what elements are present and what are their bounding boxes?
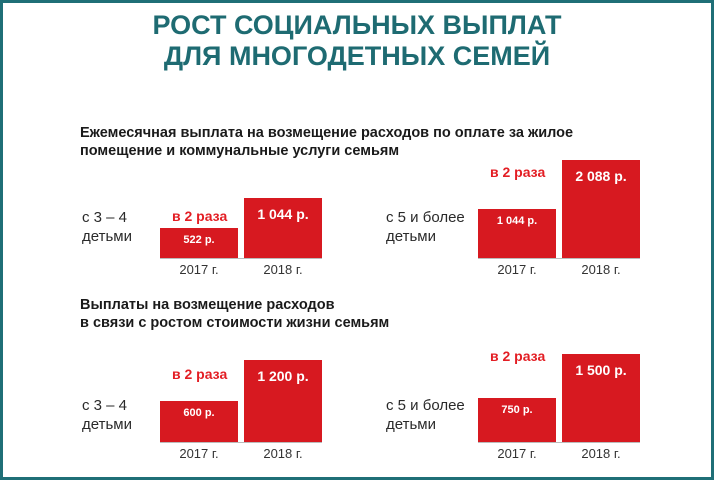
year-label: 2017 г.	[179, 446, 219, 461]
bar-value-label: 2 088 р.	[575, 168, 627, 184]
year-label: 2017 г.	[179, 262, 219, 277]
group-label: с 5 и более детьми	[386, 396, 465, 434]
bar: 1 044 р.	[244, 198, 322, 258]
baseline	[160, 258, 322, 259]
main-title-line1: РОСТ СОЦИАЛЬНЫХ ВЫПЛАТ	[152, 10, 562, 40]
year-label: 2017 г.	[497, 262, 537, 277]
section-title-2-line1: Выплаты на возмещение расходов	[80, 297, 335, 313]
section-title-2: Выплаты на возмещение расходов в связи с…	[80, 296, 389, 332]
baseline	[478, 258, 640, 259]
year-label: 2018 г.	[581, 262, 621, 277]
bar: 1 044 р.	[478, 209, 556, 258]
group-label-line: детьми	[82, 416, 132, 433]
multiplier-label: в 2 раза	[490, 348, 546, 364]
bar-value-label: 522 р.	[183, 234, 215, 246]
bar-value-label: 1 500 р.	[575, 362, 627, 378]
multiplier-label: в 2 раза	[172, 366, 228, 382]
group-label-line: детьми	[82, 228, 132, 245]
multiplier-label: в 2 раза	[172, 208, 228, 224]
group-label-line: с 5 и более	[386, 397, 465, 414]
bar-value-label: 1 044 р.	[257, 206, 309, 222]
group-label: с 5 и более детьми	[386, 208, 465, 246]
bar-value-label: 1 044 р.	[496, 215, 538, 227]
group-label-line: детьми	[386, 416, 436, 433]
bar: 1 200 р.	[244, 360, 322, 442]
year-label: 2018 г.	[581, 446, 621, 461]
baseline	[160, 442, 322, 443]
baseline	[478, 442, 640, 443]
main-title-line2: ДЛЯ МНОГОДЕТНЫХ СЕМЕЙ	[163, 41, 551, 71]
group-label: с 3 – 4 детьми	[82, 208, 132, 246]
bar: 1 500 р.	[562, 354, 640, 442]
section-title-2-line2: в связи с ростом стоимости жизни семьям	[80, 315, 390, 331]
year-label: 2017 г.	[497, 446, 537, 461]
year-label: 2018 г.	[263, 262, 303, 277]
bar: 750 р.	[478, 398, 556, 442]
bar: 522 р.	[160, 228, 238, 258]
bar-value-label: 750 р.	[501, 404, 533, 416]
group-label-line: с 3 – 4	[82, 209, 128, 226]
section-title-1-line2: помещение и коммунальные услуги семьям	[80, 143, 400, 159]
group-label-line: с 5 и более	[386, 209, 465, 226]
bar: 2 088 р.	[562, 160, 640, 258]
group-label-line: детьми	[386, 228, 436, 245]
main-title: РОСТ СОЦИАЛЬНЫХ ВЫПЛАТ ДЛЯ МНОГОДЕТНЫХ С…	[0, 10, 714, 72]
section-title-1: Ежемесячная выплата на возмещение расход…	[80, 124, 573, 160]
group-label: с 3 – 4 детьми	[82, 396, 132, 434]
multiplier-label: в 2 раза	[490, 164, 546, 180]
bar-value-label: 600 р.	[183, 407, 215, 419]
year-label: 2018 г.	[263, 446, 303, 461]
bar: 600 р.	[160, 401, 238, 442]
bar-value-label: 1 200 р.	[257, 368, 309, 384]
section-title-1-line1: Ежемесячная выплата на возмещение расход…	[80, 125, 574, 141]
group-label-line: с 3 – 4	[82, 397, 128, 414]
